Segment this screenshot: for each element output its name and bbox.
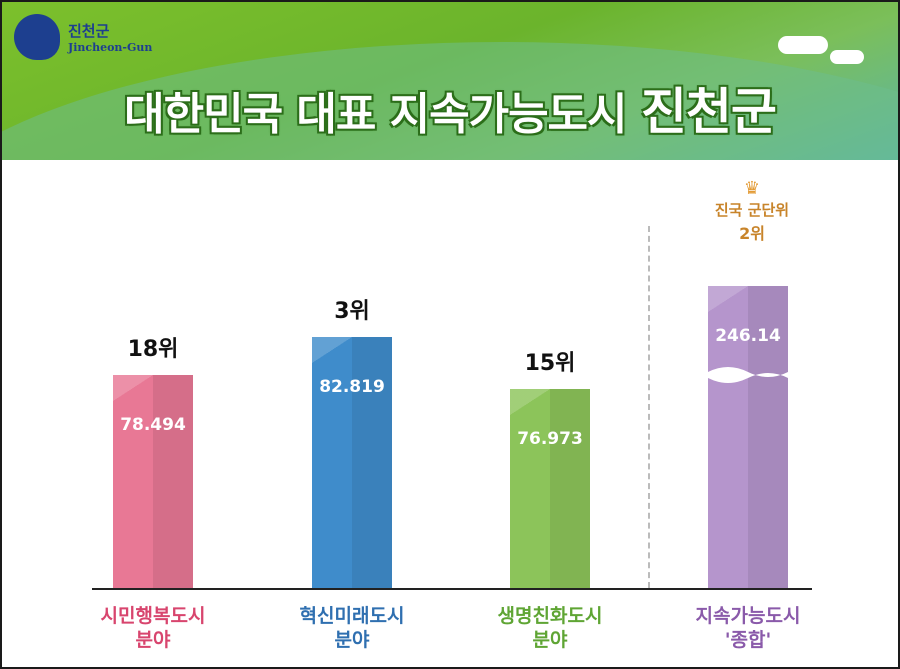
logo: 진천군 Jincheon-Gun [14, 14, 152, 60]
bar-shade [550, 388, 590, 588]
title-main: 대한민국 대표 지속가능도시 [124, 89, 627, 140]
rank-label: 3위 [334, 298, 370, 324]
cloud-icon [778, 36, 828, 54]
value-label: 78.494 [120, 415, 186, 436]
bar-fold [312, 336, 352, 363]
bar: 82.819 [312, 336, 392, 588]
title-highlight: 진천군 [640, 83, 777, 141]
badge-line1: 진국 군단위 [714, 201, 790, 219]
category-label-line: '종합' [724, 629, 772, 651]
bar: 78.494 [113, 375, 193, 588]
category-label: 생명친화도시 분야 [460, 604, 640, 652]
rank-label: 15위 [524, 350, 576, 376]
cloud-icon [830, 50, 864, 64]
bar-fold [708, 286, 748, 312]
category-label-line: 시민행복도시 [100, 605, 206, 627]
category-label: 시민행복도시 분야 [63, 604, 243, 652]
logo-english: Jincheon-Gun [68, 41, 153, 54]
category-label: 지속가능도시 '종합' [658, 604, 838, 652]
value-label: 82.819 [319, 376, 385, 397]
bar-shade [748, 286, 788, 588]
bar: 76.973 [510, 388, 590, 588]
header-banner: 진천군 Jincheon-Gun 대한민국 대표 지속가능도시 진천군 [2, 2, 898, 160]
bar-shade [352, 336, 392, 588]
x-axis-line [92, 588, 812, 590]
page-title: 대한민국 대표 지속가능도시 진천군 [2, 72, 898, 144]
badge-line2: 2위 [739, 224, 765, 243]
axis-break-wave [708, 367, 788, 383]
bar: 246.14 [708, 286, 788, 588]
category-label-line: 지속가능도시 [695, 605, 801, 627]
bar-chart: ♛ 진국 군단위 2위 78.494 18위 시민행복도시 분야 82.819 3위 혁신미… [2, 160, 898, 667]
divider-dashed [648, 226, 650, 588]
bar-fold [510, 388, 550, 415]
bar-fold [113, 375, 153, 402]
value-label: 76.973 [517, 428, 583, 449]
category-label-line: 생명친화도시 [497, 605, 603, 627]
logo-korean: 진천군 [68, 22, 110, 40]
category-label-line: 혁신미래도시 [299, 605, 405, 627]
value-label: 246.14 [715, 326, 781, 346]
rank-label: 18위 [127, 337, 179, 363]
bar-shade [153, 375, 193, 588]
crown-icon: ♛ [743, 178, 761, 199]
logo-emblem-icon [14, 14, 60, 60]
category-label: 혁신미래도시 분야 [262, 604, 442, 652]
rank-badge: ♛ 진국 군단위 2위 [682, 178, 822, 278]
category-label-line: 분야 [135, 629, 171, 651]
category-label-line: 분야 [334, 629, 370, 651]
category-label-line: 분야 [532, 629, 568, 651]
